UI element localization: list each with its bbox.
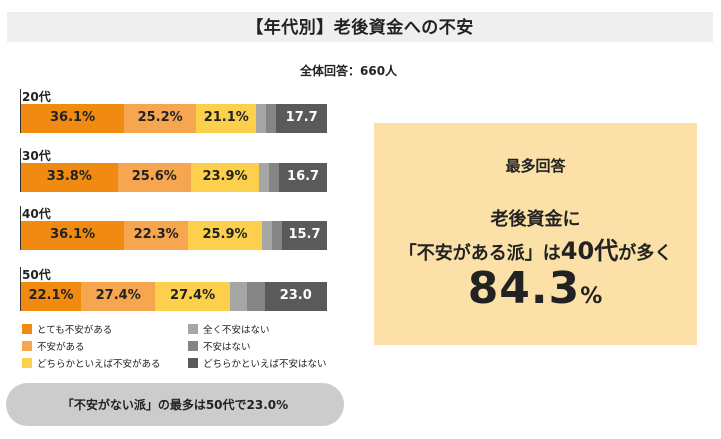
bar-segment (269, 163, 280, 192)
callout-line-2-prefix: 「不安がある派」は (398, 243, 561, 264)
data-label: 25.2% (137, 110, 183, 125)
bar-axis-line (20, 89, 21, 133)
callout-line-2-emphasis: 40代 (560, 237, 619, 265)
stacked-bar: 36.1% 22.3% 25.9% 15.7 (21, 221, 327, 250)
legend-label: とても不安がある (37, 325, 113, 336)
callout-percentage: 84.3% (374, 263, 697, 314)
highlight-callout: 最多回答 老後資金に 「不安がある派」は40代が多く 84.3% (374, 123, 697, 345)
bar-segment: 21.1% (196, 104, 257, 133)
data-label: 17.7 (285, 110, 318, 125)
data-label: 36.1% (50, 110, 96, 125)
data-label: 15.7 (288, 227, 321, 242)
footer-note-pill: 「不安がない派」の最多は50代で23.0% (6, 383, 344, 426)
legend-item: どちらかといえば不安はない (188, 356, 327, 370)
category-label: 20代 (22, 90, 51, 104)
callout-line-1: 老後資金に (490, 209, 581, 230)
callout-value: 84.3 (467, 263, 581, 314)
bar-segment: 36.1% (21, 104, 125, 133)
bar-segment (247, 282, 265, 311)
legend-label: どちらかといえば不安はない (203, 359, 327, 370)
legend-item: どちらかといえば不安がある (22, 356, 161, 370)
data-label: 25.6% (131, 169, 177, 184)
category-label: 50代 (22, 268, 51, 282)
legend-item: とても不安がある (22, 322, 112, 336)
bar-segment: 16.7 (279, 163, 327, 192)
data-label: 22.3% (133, 227, 179, 242)
data-label: 16.7 (287, 169, 320, 184)
bar-axis-line (20, 148, 21, 192)
category-label: 30代 (22, 149, 51, 163)
bar-axis-line (20, 206, 21, 250)
legend-item: 不安がある (22, 339, 85, 353)
legend-swatch (188, 358, 198, 368)
bar-segment (259, 163, 270, 192)
bar-segment: 23.0 (264, 282, 327, 311)
bar-segment: 23.9% (190, 163, 260, 192)
legend-swatch (22, 358, 32, 368)
callout-unit: % (580, 284, 604, 309)
data-label: 27.4% (170, 288, 216, 303)
data-label: 22.1% (28, 288, 74, 303)
data-label: 23.0 (279, 288, 312, 303)
legend-swatch (22, 324, 32, 334)
callout-heading: 最多回答 (505, 157, 566, 175)
bar-segment: 25.6% (117, 163, 191, 192)
bar-segment: 17.7 (276, 104, 327, 133)
legend-label: 不安がある (37, 342, 85, 353)
bar-segment: 25.2% (124, 104, 197, 133)
bar-segment: 25.9% (188, 221, 263, 250)
bar-segment (229, 282, 248, 311)
bar-segment: 27.4% (81, 282, 156, 311)
legend-label: 全く不安はない (203, 325, 270, 336)
data-label: 36.1% (50, 227, 96, 242)
bar-axis-line (20, 267, 21, 311)
bar-segment (256, 104, 267, 133)
callout-line-2-suffix: が多く (618, 243, 673, 264)
bar-segment: 36.1% (21, 221, 125, 250)
title-bar: 【年代別】老後資金への不安 (7, 12, 713, 42)
stacked-bar: 36.1% 25.2% 21.1% 17.7 (21, 104, 327, 133)
bar-segment (262, 221, 273, 250)
bar-segment (266, 104, 277, 133)
chart-subtitle: 全体回答：660人 (300, 64, 398, 78)
stacked-bar: 33.8% 25.6% 23.9% 16.7 (21, 163, 327, 192)
data-label: 21.1% (203, 110, 249, 125)
bar-segment: 33.8% (21, 163, 118, 192)
bar-segment: 22.3% (124, 221, 188, 250)
legend-item: 全く不安はない (188, 322, 270, 336)
data-label: 23.9% (202, 169, 248, 184)
callout-line-2: 「不安がある派」は40代が多く (374, 231, 697, 266)
legend-swatch (188, 324, 198, 334)
legend: とても不安がある 不安がある どちらかといえば不安がある 全く不安はない 不安は… (22, 322, 342, 372)
data-label: 33.8% (46, 169, 92, 184)
legend-label: どちらかといえば不安がある (37, 359, 161, 370)
bar-segment: 22.1% (21, 282, 81, 311)
stacked-bar: 22.1% 27.4% 27.4% 23.0 (21, 282, 327, 311)
footer-note: 「不安がない派」の最多は50代で23.0% (61, 398, 289, 412)
legend-swatch (188, 341, 198, 351)
legend-item: 不安はない (188, 339, 251, 353)
legend-swatch (22, 341, 32, 351)
data-label: 25.9% (202, 227, 248, 242)
legend-label: 不安はない (203, 342, 251, 353)
bar-segment: 15.7 (282, 221, 327, 250)
data-label: 27.4% (95, 288, 141, 303)
chart-title: 【年代別】老後資金への不安 (246, 18, 474, 38)
bar-segment: 27.4% (155, 282, 230, 311)
bar-segment (272, 221, 283, 250)
category-label: 40代 (22, 207, 51, 221)
